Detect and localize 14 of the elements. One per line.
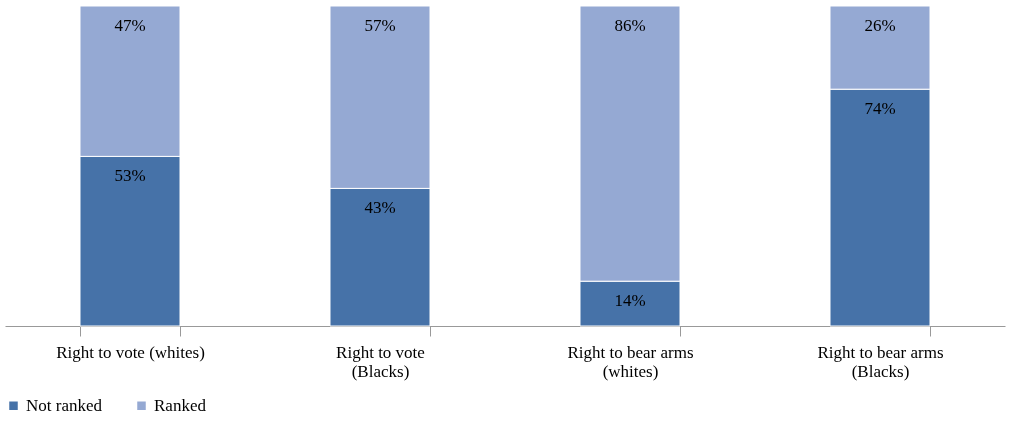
- x-tick-label: Right to bear arms (whites): [567, 342, 694, 381]
- data-label: 26%: [864, 16, 896, 35]
- data-label: 57%: [364, 16, 396, 35]
- data-label: 14%: [614, 291, 646, 311]
- legend-label: Ranked: [154, 395, 207, 415]
- data-label: 47%: [114, 16, 146, 35]
- x-tick-label: Right to vote (whites): [56, 342, 205, 362]
- data-label: 74%: [864, 99, 896, 119]
- data-label: 86%: [614, 16, 646, 35]
- legend-label: Not ranked: [26, 395, 103, 415]
- x-tick-label: Right to vote (Blacks): [336, 342, 425, 381]
- data-label: 53%: [114, 166, 146, 186]
- data-label: 43%: [364, 198, 396, 218]
- x-tick-label: Right to bear arms (Blacks): [817, 342, 944, 381]
